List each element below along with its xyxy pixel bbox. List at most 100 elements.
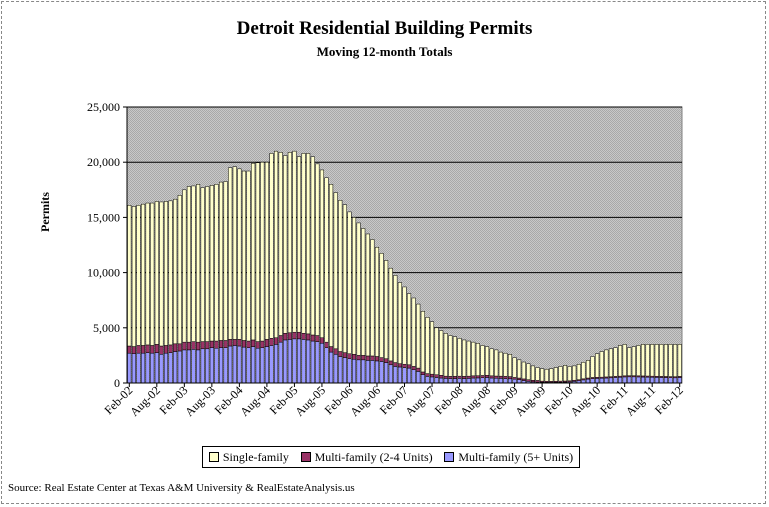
bar-multi-family-5-units xyxy=(393,366,398,384)
bar-single-family xyxy=(173,198,178,345)
y-tick-label: 25,000 xyxy=(87,100,120,114)
chart-subtitle: Moving 12-month Totals xyxy=(316,44,453,59)
bar-multi-family-2-4-units xyxy=(319,337,324,344)
bar-multi-family-5-units xyxy=(640,376,646,384)
bar-multi-family-2-4-units xyxy=(494,375,499,379)
bar-single-family xyxy=(411,297,416,367)
bar-multi-family-2-4-units xyxy=(407,364,412,369)
bar-single-family xyxy=(558,366,563,382)
bar-single-family xyxy=(471,341,476,377)
bar-multi-family-2-4-units xyxy=(402,363,407,368)
bar-multi-family-5-units xyxy=(145,352,150,384)
bar-single-family xyxy=(563,365,568,382)
bar-multi-family-2-4-units xyxy=(205,341,210,350)
bar-multi-family-2-4-units xyxy=(439,375,444,379)
bar-multi-family-5-units xyxy=(384,362,389,384)
bar-multi-family-2-4-units xyxy=(452,376,458,379)
bar-multi-family-5-units xyxy=(141,352,146,384)
bar-multi-family-2-4-units xyxy=(296,331,302,340)
bar-single-family xyxy=(196,184,201,343)
bar-multi-family-5-units xyxy=(214,347,219,384)
bar-single-family xyxy=(613,347,618,377)
bar-single-family xyxy=(384,260,389,359)
bar-multi-family-5-units xyxy=(439,377,444,384)
bar-multi-family-2-4-units xyxy=(274,337,279,345)
bar-single-family xyxy=(439,330,444,376)
bar-multi-family-5-units xyxy=(654,377,659,384)
bar-multi-family-2-4-units xyxy=(251,339,256,347)
bar-single-family xyxy=(475,343,480,376)
bar-multi-family-5-units xyxy=(507,378,513,384)
bar-multi-family-2-4-units xyxy=(228,339,233,347)
bar-multi-family-5-units xyxy=(191,349,196,384)
bar-multi-family-2-4-units xyxy=(462,376,467,379)
bar-multi-family-5-units xyxy=(283,339,288,384)
bar-multi-family-5-units xyxy=(663,377,668,384)
bar-multi-family-5-units xyxy=(361,359,366,384)
y-tick-label: 5,000 xyxy=(93,321,120,335)
bar-multi-family-2-4-units xyxy=(489,375,494,379)
bar-single-family xyxy=(131,206,136,347)
bar-multi-family-5-units xyxy=(352,359,357,384)
legend: Single-family Multi-family (2-4 Units) M… xyxy=(202,446,580,468)
bar-multi-family-5-units xyxy=(471,377,476,384)
bar-single-family xyxy=(494,349,499,377)
bar-multi-family-2-4-units xyxy=(338,351,343,357)
bar-multi-family-2-4-units xyxy=(150,345,155,354)
bar-single-family xyxy=(407,293,412,366)
bar-single-family xyxy=(379,253,384,358)
bar-multi-family-2-4-units xyxy=(241,340,246,348)
bar-multi-family-2-4-units xyxy=(475,375,480,379)
bar-single-family xyxy=(228,167,233,340)
bar-multi-family-2-4-units xyxy=(379,357,384,362)
bar-multi-family-2-4-units xyxy=(361,355,366,361)
bar-multi-family-5-units xyxy=(622,376,627,384)
x-tick-label: Aug-08 xyxy=(457,383,493,419)
bar-single-family xyxy=(218,181,224,341)
source-note: Source: Real Estate Center at Texas A&M … xyxy=(8,482,355,494)
x-tick-label: Aug-09 xyxy=(512,383,548,419)
bar-multi-family-2-4-units xyxy=(191,341,196,350)
bar-single-family xyxy=(237,168,242,340)
bar-multi-family-5-units xyxy=(324,347,329,384)
bar-multi-family-2-4-units xyxy=(127,345,132,354)
bar-single-family xyxy=(581,361,586,380)
bar-multi-family-5-units xyxy=(168,352,173,384)
bar-multi-family-2-4-units xyxy=(218,340,224,348)
bar-single-family xyxy=(397,282,402,364)
bar-single-family xyxy=(650,344,655,377)
bar-multi-family-2-4-units xyxy=(457,375,462,379)
bar-multi-family-2-4-units xyxy=(347,353,352,359)
bar-multi-family-5-units xyxy=(232,345,237,384)
bar-single-family xyxy=(393,275,398,363)
bar-single-family xyxy=(191,185,196,342)
bar-single-family xyxy=(517,359,522,379)
bar-multi-family-2-4-units xyxy=(154,344,159,353)
bar-single-family xyxy=(434,327,439,375)
bar-multi-family-5-units xyxy=(595,378,600,384)
bar-multi-family-2-4-units xyxy=(301,333,306,340)
bar-single-family xyxy=(595,353,600,378)
bar-multi-family-2-4-units xyxy=(159,345,164,355)
bar-multi-family-2-4-units xyxy=(443,375,448,379)
bar-multi-family-2-4-units xyxy=(329,346,334,353)
bar-multi-family-2-4-units xyxy=(485,375,490,378)
bar-multi-family-5-units xyxy=(489,377,494,384)
bar-single-family xyxy=(319,169,324,338)
bar-single-family xyxy=(618,345,623,377)
bar-single-family xyxy=(654,344,659,377)
bar-single-family xyxy=(448,335,453,377)
bar-multi-family-2-4-units xyxy=(168,344,173,353)
bar-multi-family-2-4-units xyxy=(246,340,251,348)
bar-multi-family-5-units xyxy=(163,352,169,384)
y-tick-label: 15,000 xyxy=(87,210,120,224)
bar-multi-family-2-4-units xyxy=(182,341,187,351)
bar-multi-family-5-units xyxy=(301,339,306,384)
x-tick-label: Aug-06 xyxy=(347,383,383,419)
bar-single-family xyxy=(301,153,306,334)
bar-single-family xyxy=(269,153,274,339)
bar-multi-family-2-4-units xyxy=(223,340,228,348)
bar-multi-family-2-4-units xyxy=(145,344,150,353)
bar-multi-family-2-4-units xyxy=(388,360,393,366)
